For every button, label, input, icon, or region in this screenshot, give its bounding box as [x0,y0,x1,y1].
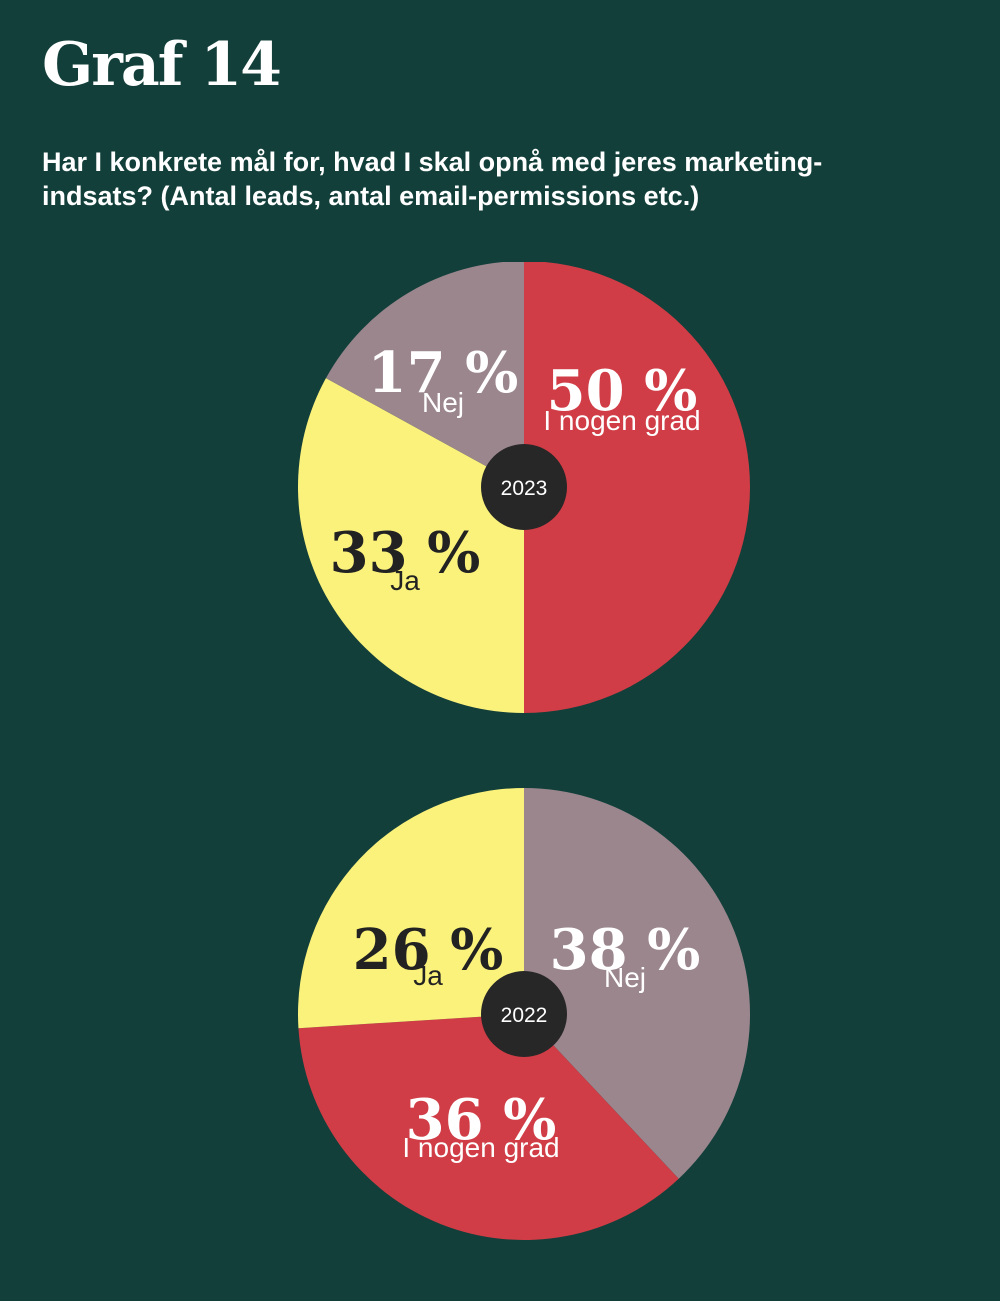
pie-slice-ja [298,788,524,1029]
slice-category-label: Ja [413,960,443,991]
pie-slice-nej [325,262,524,487]
year-label: 2022 [501,1004,548,1027]
slice-category-label: Ja [390,565,420,596]
slice-value-label: 50 % [547,358,698,424]
year-badge [481,444,567,530]
slice-value-label: 26 % [353,917,504,983]
chart-title: Graf 14 [42,30,282,100]
pie-slice-i-nogen-grad [524,262,750,713]
slice-value-label: 38 % [550,917,701,983]
slice-category-label: I nogen grad [402,1132,559,1163]
year-label: 2023 [501,477,548,500]
pie-slice-i-nogen-grad [298,1014,679,1240]
slice-category-label: Nej [604,962,646,993]
slice-category-label: I nogen grad [543,405,700,436]
pie-chart-2023: 50 %I nogen grad 33 %Ja 17 %Nej 2023 [297,262,750,713]
survey-question: Har I konkrete mål for, hvad I skal opnå… [42,147,823,211]
pie-slice-ja [297,378,524,713]
slice-category-label: Nej [422,387,464,418]
slice-value-label: 17 % [368,340,519,406]
slice-value-label: 33 % [330,520,481,586]
pie-chart-2022: 38 %Nej 36 %I nogen grad 26 %Ja 2022 [298,788,750,1240]
slice-value-label: 36 % [406,1087,557,1153]
year-badge [481,971,567,1057]
pie-slice-nej [524,788,750,1179]
